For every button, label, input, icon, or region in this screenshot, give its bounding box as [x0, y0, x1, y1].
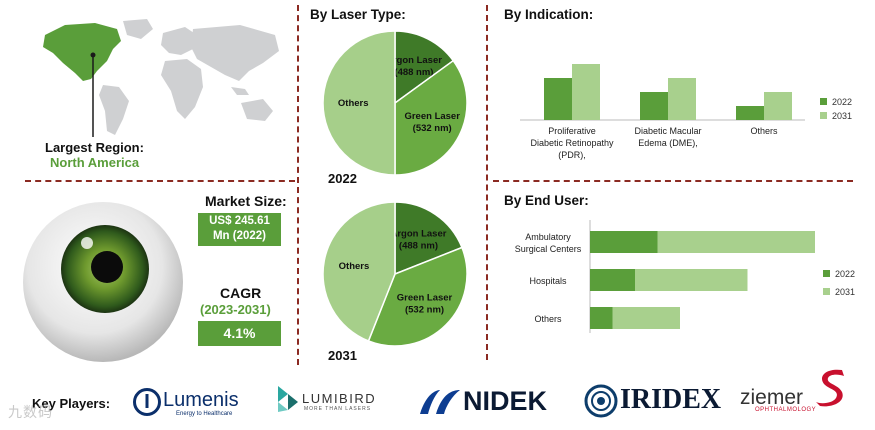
end-user-category-label: Ambulatory — [525, 232, 571, 242]
pie-chart-2022: Argon Laser(488 nm) Green Laser(532 nm) Ot… — [322, 30, 468, 176]
indication-category-label: Edema (DME), — [638, 138, 698, 148]
pie-slice-argon-laser — [394, 30, 455, 105]
indication-legend-label: 2022 — [832, 97, 852, 107]
pie-label: Argon Laser — [390, 228, 446, 239]
indication-legend-swatch — [820, 98, 827, 105]
pie-label: Others — [338, 98, 369, 109]
lumibird-icon — [278, 386, 298, 412]
pie-slice-argon-laser — [394, 201, 463, 276]
end-user-title: By End User: — [504, 193, 589, 208]
eyeball-pupil — [91, 251, 123, 283]
iridex-icon — [584, 384, 618, 418]
world-map — [43, 19, 279, 137]
ziemer-name: ziemer — [740, 386, 804, 409]
pie-slice-others — [322, 201, 396, 342]
left-vertical-divider — [297, 5, 299, 365]
end-user-category-label: Surgical Centers — [515, 244, 582, 254]
ziemer-tagline: OPHTHALMOLOGY — [755, 407, 817, 413]
indication-title: By Indication: — [504, 7, 594, 22]
pie-label: (488 nm) — [394, 67, 433, 78]
pie-label: (488 nm) — [399, 240, 438, 251]
left-divider — [25, 180, 295, 182]
pie-label: Green Laser — [404, 111, 460, 122]
nidek-icon — [420, 390, 460, 414]
end-user-category-label: Hospitals — [529, 276, 567, 286]
world-map-landmass — [99, 19, 279, 135]
right-divider — [493, 180, 853, 182]
cagr-value: 4.1% — [223, 325, 256, 341]
lumibird-name: LUMIBIRD — [302, 391, 377, 406]
end-user-bar-2022 — [590, 307, 613, 329]
indication-category-label: (PDR), — [558, 150, 586, 160]
end-user-bar-2022 — [590, 231, 658, 253]
cagr-label: CAGR — [220, 285, 262, 301]
pie-slice-others — [322, 30, 396, 176]
nidek-name: NIDEK — [463, 386, 548, 416]
pie-slice-green-laser — [367, 246, 468, 347]
north-america-region — [43, 23, 121, 81]
end-user-legend-label: 2022 — [835, 269, 855, 279]
market-size-label: Market Size: — [205, 193, 287, 209]
indication-bar-2031 — [764, 92, 792, 120]
pie-label: (532 nm) — [413, 123, 452, 134]
pie-label: Green Laser — [397, 293, 453, 304]
market-size-box: US$ 245.61 Mn (2022) — [198, 213, 281, 246]
middle-vertical-divider — [486, 5, 488, 360]
cagr-box: 4.1% — [198, 321, 281, 346]
end-user-bar-2031 — [612, 307, 680, 329]
ziemer-icon — [816, 369, 844, 407]
key-players-label: Key Players: — [32, 396, 111, 411]
end-user-bar-chart: Ambulatory Surgical Centers Hospitals Other… — [515, 220, 855, 333]
indication-bar-2022 — [640, 92, 668, 120]
indication-legend-swatch — [820, 112, 827, 119]
watermark-text: 九数码 — [8, 404, 53, 420]
indication-category-label: Diabetic Retinopathy — [530, 138, 614, 148]
lumenis-icon — [133, 388, 161, 416]
lumenis-tagline: Energy to Healthcare — [176, 411, 233, 417]
lumibird-tagline: MORE THAN LASERS — [304, 406, 372, 412]
laser-type-title: By Laser Type: — [310, 7, 406, 22]
end-user-bar-2031 — [635, 269, 748, 291]
cagr-period: (2023-2031) — [200, 302, 271, 317]
end-user-bar-2031 — [657, 231, 815, 253]
pie-year-2022: 2022 — [328, 171, 357, 186]
end-user-bar-2022 — [590, 269, 635, 291]
largest-region-value: North America — [50, 155, 140, 170]
end-user-legend-label: 2031 — [835, 287, 855, 297]
end-user-legend-swatch — [823, 288, 830, 295]
indication-bar-2031 — [668, 78, 696, 120]
indication-legend-label: 2031 — [832, 111, 852, 121]
end-user-category-label: Others — [534, 314, 562, 324]
largest-region-label: Largest Region: — [45, 140, 144, 155]
market-size-value-line1: US$ 245.61 — [209, 215, 270, 227]
pie-label: Argon Laser — [386, 55, 442, 66]
pie-slice-green-laser — [394, 59, 468, 176]
indication-category-label: Proliferative — [548, 126, 596, 136]
indication-bar-2031 — [572, 64, 600, 120]
market-size-value-line2: Mn (2022) — [212, 230, 267, 242]
pie-year-2031: 2031 — [328, 348, 357, 363]
pie-label: Others — [339, 261, 370, 272]
indication-bar-2022 — [736, 106, 764, 120]
eyeball-highlight — [81, 237, 93, 249]
indication-bar-2022 — [544, 78, 572, 120]
indication-bar-chart: Proliferative Diabetic Retinopathy (PDR), D… — [520, 64, 852, 160]
lumenis-name: Lumenis — [163, 389, 239, 411]
eyeball-illustration — [23, 202, 183, 362]
pie-label: (532 nm) — [405, 305, 444, 316]
indication-category-label: Others — [750, 126, 778, 136]
iridex-name: IRIDEX — [620, 384, 722, 415]
end-user-legend-swatch — [823, 270, 830, 277]
pie-chart-2031: Argon Laser(488 nm) Green Laser(532 nm) Ot… — [322, 201, 468, 347]
indication-category-label: Diabetic Macular — [634, 126, 701, 136]
